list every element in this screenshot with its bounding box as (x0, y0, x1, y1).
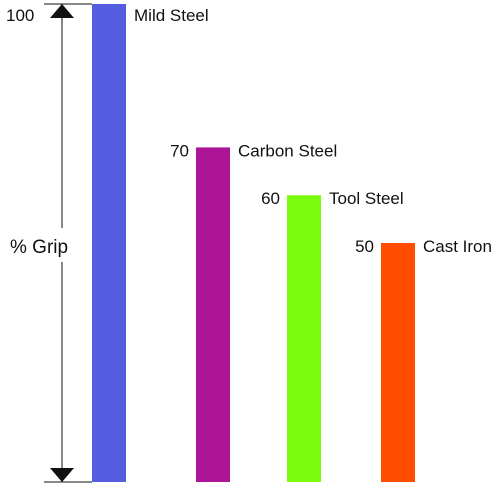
bar-tool-steel (287, 195, 321, 482)
bars: Mild Steel Carbon Steel 70 Tool Steel 60 Cast… (92, 4, 492, 482)
bar-carbon-steel (196, 147, 230, 482)
y-axis-label: % Grip (10, 237, 68, 258)
bar-label-carbon-steel: Carbon Steel (238, 141, 337, 160)
y-tick-label-top: 100 (6, 6, 34, 25)
bar-label-mild-steel: Mild Steel (134, 6, 209, 25)
bar-mild-steel (92, 4, 126, 482)
bar-label-tool-steel: Tool Steel (329, 189, 404, 208)
y-axis: % Grip 100 (6, 3, 92, 483)
value-label-cast-iron: 50 (355, 237, 374, 256)
y-axis-label-background (8, 228, 80, 262)
bar-label-cast-iron: Cast Iron (423, 237, 492, 256)
value-label-carbon-steel: 70 (170, 141, 189, 160)
y-axis-top-arrow (50, 4, 74, 18)
value-label-tool-steel: 60 (261, 189, 280, 208)
bar-cast-iron (381, 243, 415, 482)
y-axis-bottom-arrow (50, 468, 74, 482)
